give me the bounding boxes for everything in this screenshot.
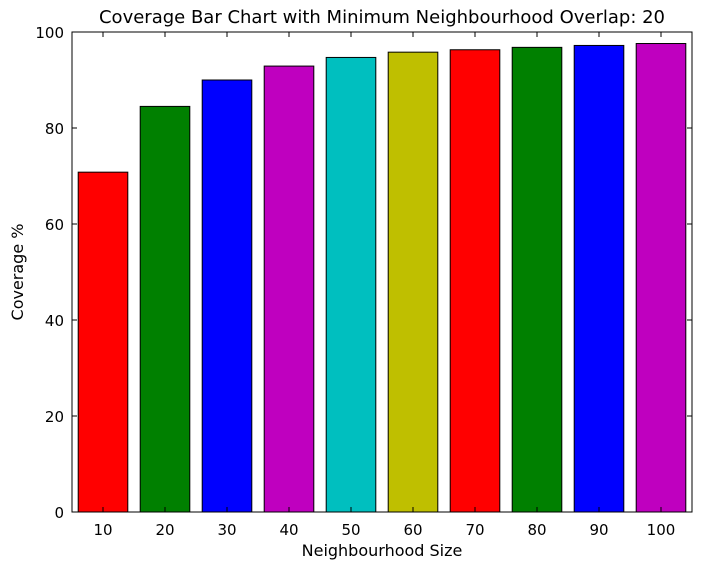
x-tick-label: 100	[647, 521, 676, 539]
x-tick-label: 30	[217, 521, 236, 539]
y-axis-ticks: 0 20 40 60 80 100	[35, 24, 692, 522]
y-tick-label: 40	[45, 312, 64, 330]
bar-30	[201, 79, 253, 513]
bar-80	[511, 46, 563, 513]
y-tick-label: 60	[45, 216, 64, 234]
bar-10	[77, 171, 129, 513]
bar-100	[635, 43, 687, 513]
bar-90	[573, 44, 625, 513]
x-tick-label: 50	[341, 521, 360, 539]
y-axis-label: Coverage %	[8, 224, 27, 321]
bar-60	[387, 51, 439, 513]
bar-20	[139, 105, 191, 513]
x-axis-label: Neighbourhood Size	[302, 541, 463, 560]
bar-50	[325, 56, 377, 513]
x-tick-label: 10	[93, 521, 112, 539]
x-tick-label: 80	[527, 521, 546, 539]
chart-title: Coverage Bar Chart with Minimum Neighbou…	[99, 7, 665, 28]
y-tick-label: 100	[35, 24, 64, 42]
x-tick-label: 40	[279, 521, 298, 539]
y-tick-label: 80	[45, 120, 64, 138]
x-tick-label: 90	[589, 521, 608, 539]
bar-70	[449, 49, 501, 513]
x-tick-label: 70	[465, 521, 484, 539]
x-tick-label: 20	[155, 521, 174, 539]
plot-area-frame	[71, 31, 693, 513]
x-axis-ticks: 10 20 30 40 50 60 70 80 90 100	[93, 32, 675, 539]
bar-40	[263, 65, 315, 513]
x-tick-label: 60	[403, 521, 422, 539]
y-tick-label: 20	[45, 408, 64, 426]
bars-group	[77, 43, 687, 513]
y-tick-label: 0	[54, 504, 64, 522]
